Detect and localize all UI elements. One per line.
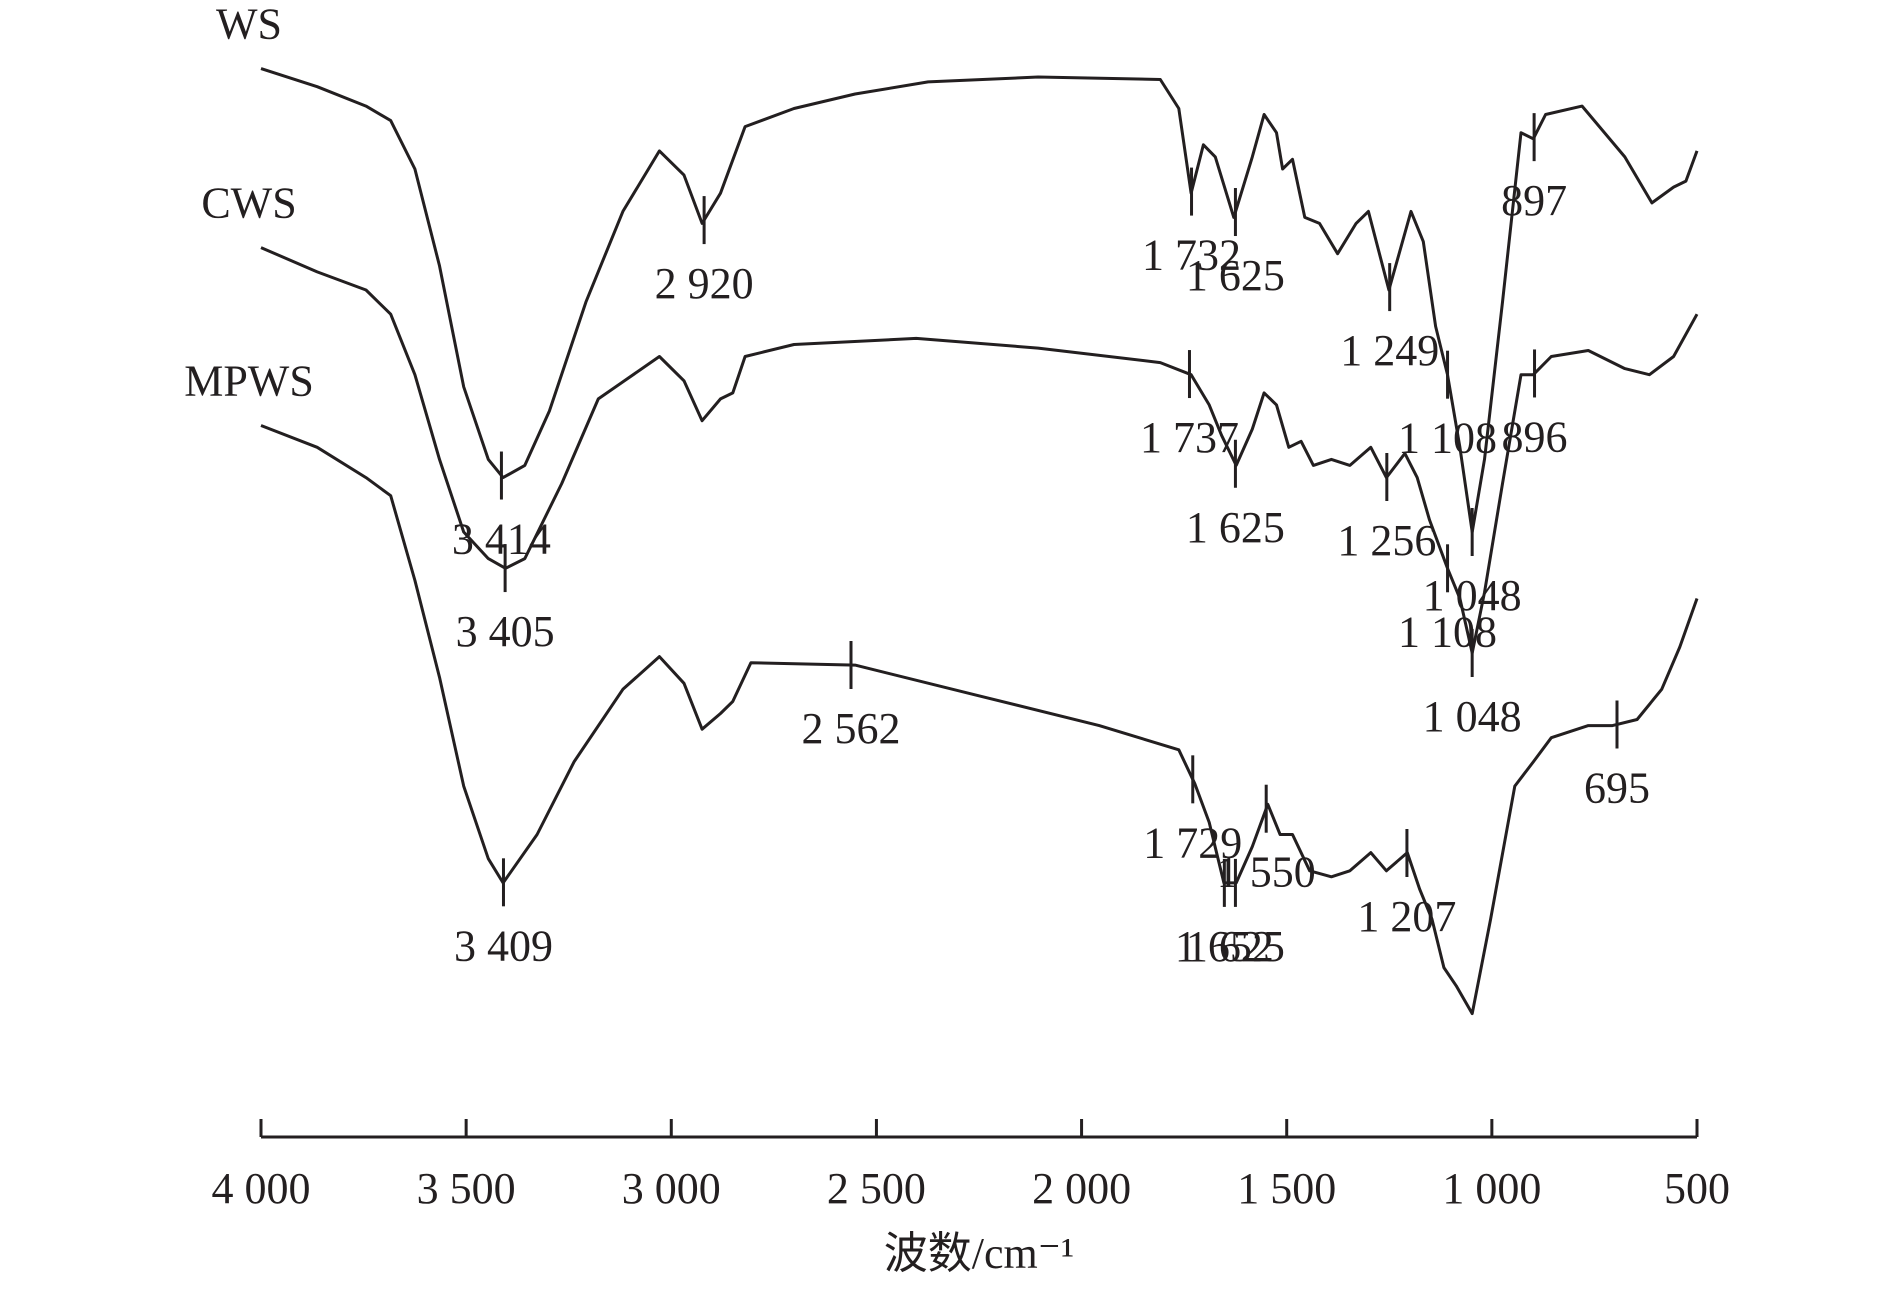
peak-label: 1 652	[1175, 922, 1274, 971]
x-tick-label: 4 000	[212, 1164, 311, 1213]
series-label: WS	[216, 0, 282, 49]
x-tick-label: 2 500	[827, 1164, 926, 1213]
peak-label: 1 249	[1340, 326, 1439, 375]
peak-label: 1 108	[1398, 414, 1497, 463]
peak-label: 897	[1501, 176, 1567, 225]
peak-label: 3 409	[454, 921, 553, 970]
peak-label: 896	[1502, 412, 1568, 461]
series-label: MPWS	[184, 357, 314, 406]
x-tick-label: 2 000	[1032, 1164, 1131, 1213]
x-tick-label: 3 000	[622, 1164, 721, 1213]
peak-label: 1 732	[1142, 231, 1241, 280]
peak-label: 1 737	[1140, 413, 1239, 462]
peak-label: 1 625	[1186, 251, 1285, 300]
peak-label: 1 108	[1398, 607, 1497, 656]
x-tick-label: 1 500	[1237, 1164, 1336, 1213]
peak-label: 1 256	[1337, 516, 1436, 565]
spectrum-line	[260, 246, 1699, 655]
peak-label: 1 048	[1423, 692, 1522, 741]
peak-label: 1 207	[1357, 892, 1456, 941]
series-label: CWS	[201, 179, 296, 228]
peak-label: 1 550	[1217, 848, 1316, 897]
x-tick-label: 1 000	[1442, 1164, 1541, 1213]
peak-label: 1 625	[1186, 503, 1285, 552]
peak-label: 3 405	[456, 607, 555, 656]
peak-label: 2 562	[801, 704, 900, 753]
x-axis-label: 波数/cm⁻¹	[884, 1229, 1074, 1278]
peak-label: 2 920	[655, 259, 754, 308]
peak-label: 1 048	[1423, 571, 1522, 620]
x-tick-label: 3 500	[417, 1164, 516, 1213]
spectrum-line	[260, 67, 1699, 534]
x-tick-label: 500	[1664, 1164, 1730, 1213]
peak-label: 695	[1584, 763, 1650, 812]
peak-label: 1 625	[1186, 922, 1285, 971]
